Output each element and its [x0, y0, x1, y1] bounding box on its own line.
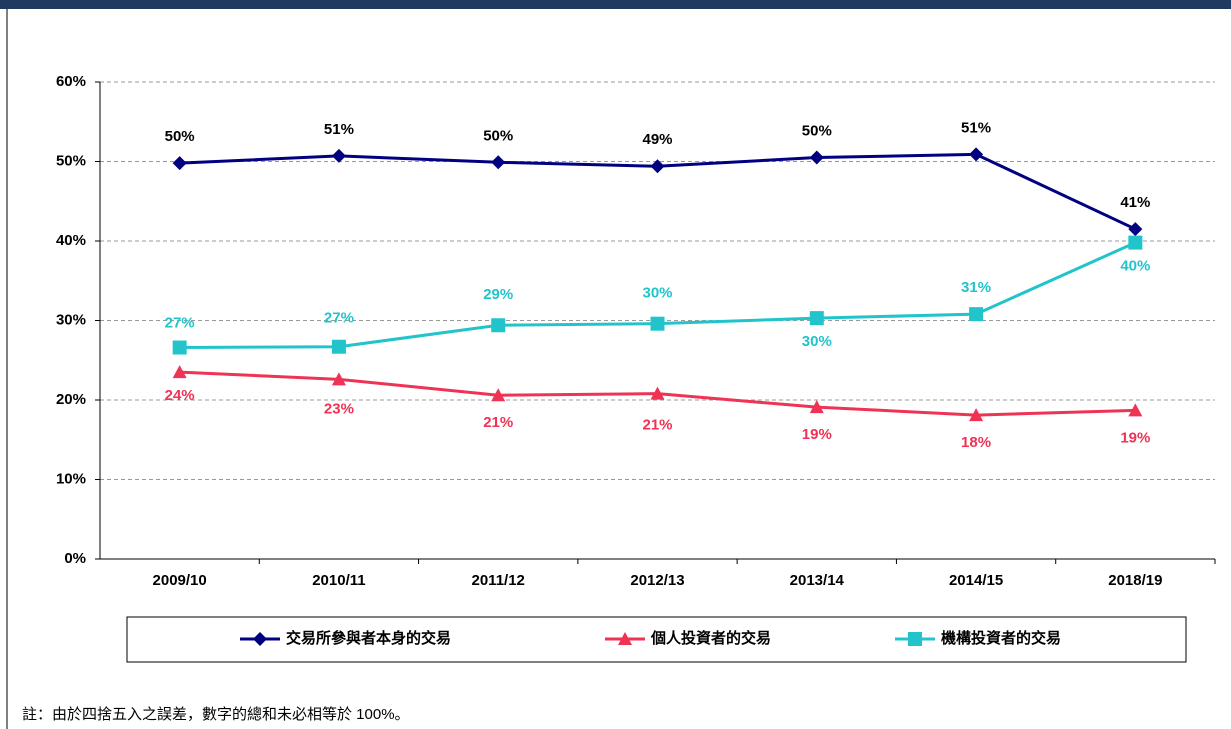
legend-label: 交易所參與者本身的交易	[286, 629, 451, 647]
data-label: 49%	[642, 131, 672, 148]
data-label: 41%	[1120, 194, 1150, 211]
legend-label: 個人投資者的交易	[650, 629, 771, 647]
square-marker	[1128, 235, 1143, 250]
triangle-marker	[650, 386, 665, 400]
x-tick-label: 2013/14	[790, 572, 845, 589]
triangle-marker	[809, 400, 824, 414]
square-marker	[809, 311, 824, 326]
data-label: 51%	[324, 121, 354, 138]
legend-marker	[618, 632, 632, 645]
data-label: 50%	[802, 122, 832, 139]
diamond-marker	[331, 148, 346, 163]
header-bar	[0, 0, 1231, 9]
diamond-marker	[1128, 222, 1143, 237]
data-label: 23%	[324, 400, 354, 417]
diamond-marker	[969, 147, 984, 162]
x-tick-label: 2012/13	[630, 572, 684, 589]
data-label: 29%	[483, 286, 513, 303]
x-tick-label: 2014/15	[949, 572, 1003, 589]
legend-label: 機構投資者的交易	[941, 629, 1061, 647]
data-label: 30%	[802, 333, 832, 350]
legend-box	[126, 616, 1187, 663]
data-label: 40%	[1120, 258, 1150, 275]
square-marker	[650, 316, 665, 331]
data-label: 50%	[483, 127, 513, 144]
x-tick-label: 2011/12	[472, 572, 525, 589]
y-tick-label: 30%	[56, 311, 86, 328]
triangle-marker	[172, 365, 187, 379]
y-tick-label: 10%	[56, 470, 86, 487]
square-marker	[491, 318, 506, 333]
x-tick-label: 2010/11	[312, 572, 365, 589]
data-label: 50%	[165, 128, 195, 145]
x-tick-label: 2009/10	[153, 572, 207, 589]
legend-marker	[908, 632, 922, 646]
data-label: 21%	[642, 417, 672, 434]
legend-marker	[253, 632, 267, 646]
data-label: 27%	[165, 314, 195, 331]
diamond-marker	[491, 155, 506, 170]
data-label: 19%	[802, 426, 832, 443]
y-tick-label: 60%	[56, 73, 86, 90]
diamond-marker	[172, 156, 187, 171]
triangle-marker	[969, 408, 984, 422]
data-label: 27%	[324, 310, 354, 327]
y-tick-label: 50%	[56, 152, 86, 169]
data-label: 31%	[961, 279, 991, 296]
square-marker	[172, 340, 187, 355]
data-label: 24%	[165, 387, 195, 404]
data-label: 30%	[642, 285, 672, 302]
square-marker	[331, 339, 346, 354]
data-label: 18%	[961, 434, 991, 451]
footnote: 註：由於四捨五入之誤差，數字的總和未必相等於 100%。	[22, 705, 410, 723]
triangle-marker	[491, 388, 506, 402]
data-label: 19%	[1120, 429, 1150, 446]
x-tick-label: 2018/19	[1108, 572, 1162, 589]
y-tick-label: 0%	[64, 550, 86, 567]
data-label: 51%	[961, 119, 991, 136]
y-tick-label: 40%	[56, 232, 86, 249]
triangle-marker	[1128, 403, 1143, 417]
diamond-marker	[650, 159, 665, 174]
square-marker	[969, 307, 984, 322]
y-tick-label: 20%	[56, 391, 86, 408]
diamond-marker	[809, 150, 824, 165]
triangle-marker	[331, 372, 346, 386]
data-label: 21%	[483, 414, 513, 431]
